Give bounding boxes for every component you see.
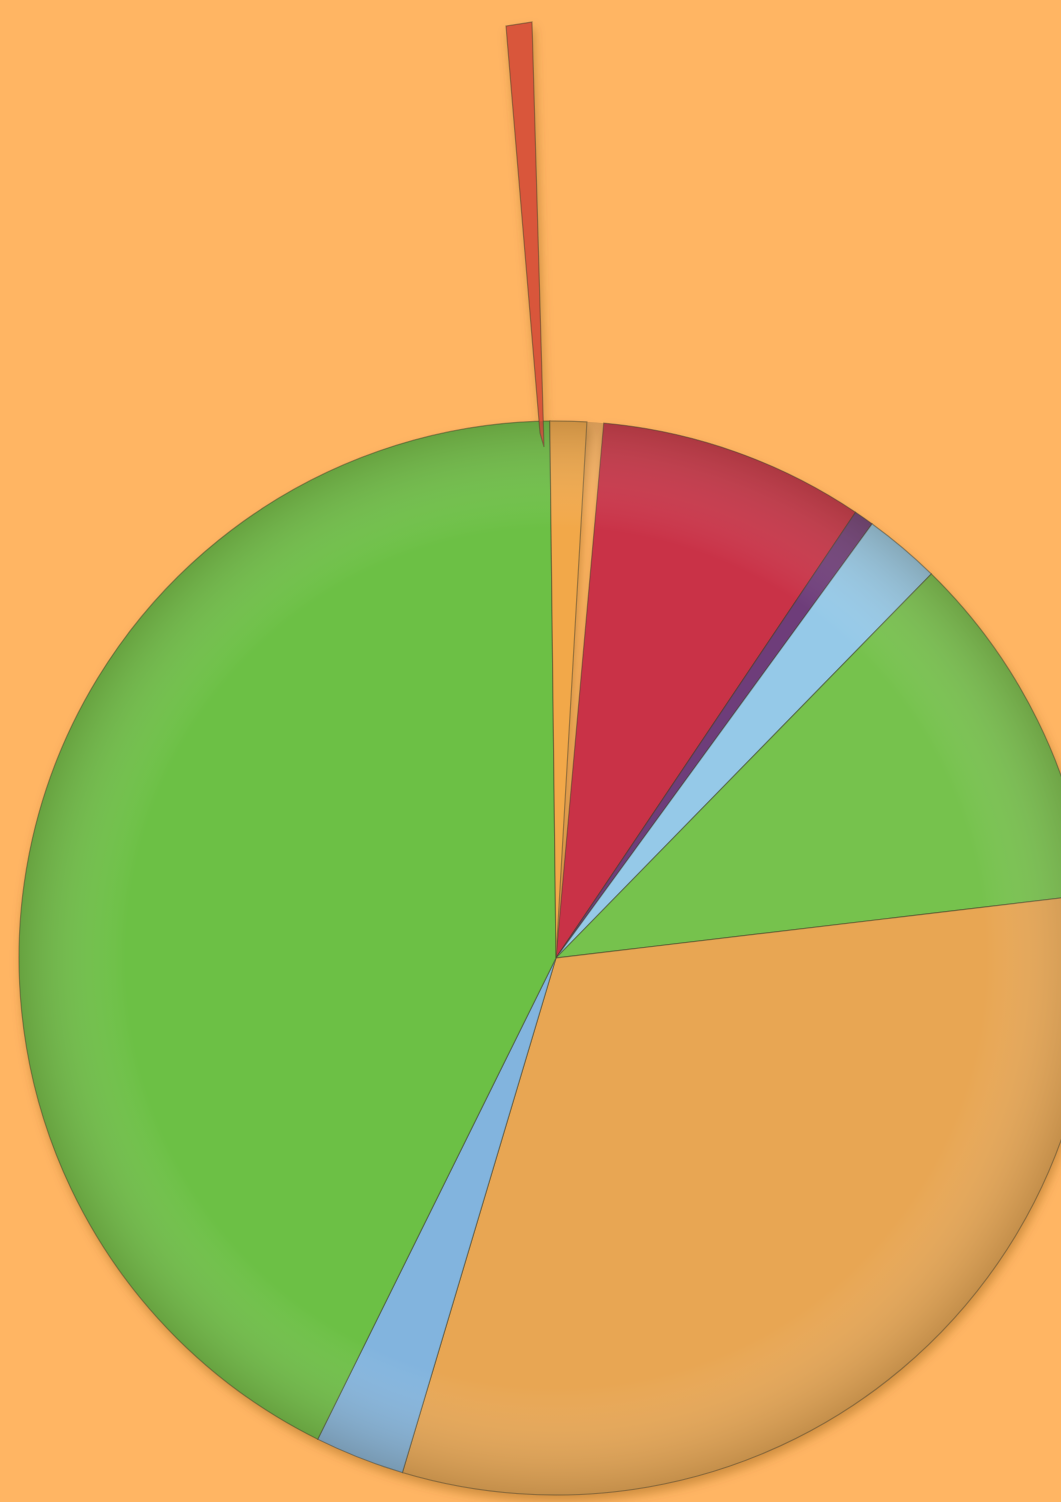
pie-slices <box>18 21 1061 1496</box>
pie-slice-9 <box>505 21 545 448</box>
